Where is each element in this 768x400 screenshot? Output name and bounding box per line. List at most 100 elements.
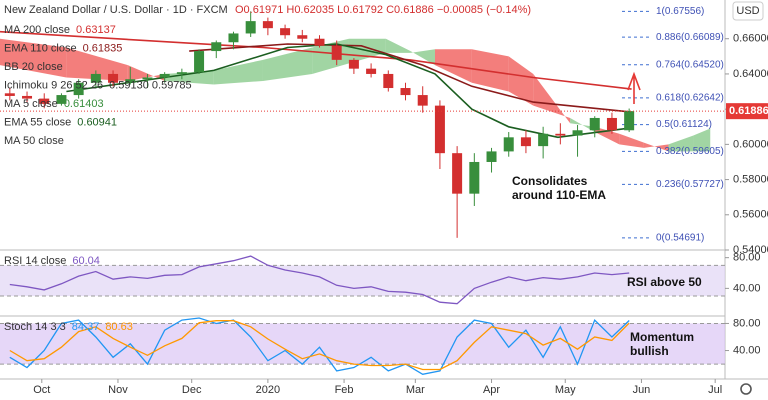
annotation: Consolidates bbox=[512, 174, 588, 188]
candle-body bbox=[572, 130, 583, 136]
candle-body bbox=[520, 137, 531, 147]
cloud-segment bbox=[619, 133, 644, 148]
candle-body bbox=[469, 161, 480, 194]
cloud-segment bbox=[508, 56, 534, 106]
settings-icon[interactable] bbox=[740, 383, 752, 395]
fib-label: 0.236(0.57727) bbox=[656, 179, 724, 190]
cloud-segment bbox=[213, 59, 263, 85]
moving-average bbox=[189, 43, 632, 113]
y-tick-label: 80.00 bbox=[733, 252, 761, 264]
candle-body bbox=[297, 35, 308, 39]
candle-body bbox=[555, 133, 566, 136]
candle-body bbox=[624, 111, 635, 131]
indicator-reading: 0.59130 0.59785 bbox=[109, 79, 192, 91]
x-tick-label: Mar bbox=[406, 384, 425, 396]
panel-reading: 60.04 bbox=[72, 255, 100, 267]
indicator-reading: 0.61835 bbox=[83, 42, 123, 54]
fib-label: 0.618(0.62642) bbox=[656, 92, 724, 103]
candle-body bbox=[211, 42, 222, 52]
panel-title: RSI 14 close bbox=[4, 255, 66, 267]
annotation: Momentum bbox=[630, 330, 694, 344]
candle-body bbox=[503, 137, 514, 152]
candle-body bbox=[486, 151, 497, 162]
y-tick-label: 40.00 bbox=[733, 344, 761, 356]
band bbox=[0, 265, 725, 297]
cloud-segment bbox=[668, 135, 694, 152]
candle-body bbox=[383, 73, 394, 89]
annotation: around 110-EMA bbox=[512, 188, 606, 202]
fib-label: 0.764(0.64520) bbox=[656, 59, 724, 70]
candle-body bbox=[73, 82, 84, 96]
currency-button[interactable] bbox=[732, 1, 764, 21]
indicator-line bbox=[9, 255, 630, 305]
candle-body bbox=[142, 77, 153, 80]
fib-label: 0.5(0.61124) bbox=[656, 119, 712, 130]
y-tick-label: 40.00 bbox=[733, 282, 761, 294]
cloud-segment bbox=[410, 49, 435, 66]
ohlc: O0.61971 H0.62035 L0.61792 C0.61886 −0.0… bbox=[235, 4, 531, 16]
x-tick-label: 2020 bbox=[256, 384, 280, 396]
cloud-segment bbox=[385, 38, 411, 53]
cloud-segment bbox=[471, 49, 509, 92]
x-tick-label: Apr bbox=[483, 384, 500, 396]
fib-label: 0.382(0.59605) bbox=[656, 146, 724, 157]
cloud-segment bbox=[127, 65, 165, 81]
candle-body bbox=[4, 93, 15, 96]
candle-body bbox=[314, 38, 325, 46]
cloud-segment bbox=[66, 47, 128, 81]
indicator-name: MA 200 close bbox=[4, 24, 70, 36]
indicator-reading: 0.61403 bbox=[64, 98, 104, 110]
indicator-name: MA 50 close bbox=[4, 135, 64, 147]
annotation: RSI above 50 bbox=[627, 275, 702, 289]
cloud-segment bbox=[643, 142, 669, 152]
cloud-segment bbox=[0, 38, 67, 78]
candle-body bbox=[400, 88, 411, 96]
candle-body bbox=[434, 105, 445, 154]
x-tick-label: Feb bbox=[335, 384, 354, 396]
cloud-segment bbox=[693, 128, 711, 152]
fib-label: 0.886(0.66089) bbox=[656, 32, 724, 43]
candle-body bbox=[90, 73, 101, 83]
indicator-name: BB 20 close bbox=[4, 61, 63, 73]
current-price-label: 0.61886 bbox=[729, 105, 768, 117]
candle-body bbox=[348, 59, 359, 69]
candle-body bbox=[589, 117, 600, 131]
x-tick-label: Dec bbox=[182, 384, 202, 396]
x-tick-label: Jun bbox=[633, 384, 651, 396]
indicator-name: EMA 55 close bbox=[4, 116, 71, 128]
candle-body bbox=[262, 21, 273, 29]
indicator-line bbox=[9, 317, 630, 375]
candle-body bbox=[606, 117, 617, 131]
indicator-reading: 0.60941 bbox=[77, 116, 117, 128]
candle-body bbox=[538, 133, 549, 147]
candle-body bbox=[366, 68, 377, 74]
x-tick-label: Nov bbox=[108, 384, 128, 396]
plot-area: 1(0.67556) 0.886(0.66089) 0.764(0.64520) 0.… bbox=[0, 6, 724, 243]
annotation: bullish bbox=[630, 344, 669, 358]
currency: USD bbox=[736, 5, 759, 17]
indicator-line bbox=[9, 320, 630, 371]
panel-title: Stoch 14 3 3 bbox=[4, 321, 66, 333]
indicator-reading: 0.63137 bbox=[76, 24, 116, 36]
symbol-title: New Zealand Dollar / U.S. Dollar · 1D · … bbox=[4, 4, 228, 16]
indicator-name: MA 5 close bbox=[4, 98, 58, 110]
up-arrow bbox=[627, 71, 641, 104]
cloud-segment bbox=[533, 73, 571, 124]
candle-body bbox=[228, 33, 239, 43]
cloud-segment bbox=[262, 47, 313, 81]
candle-body bbox=[417, 95, 428, 106]
candle-body bbox=[125, 79, 136, 83]
x-tick-label: Oct bbox=[33, 384, 50, 396]
candle-body bbox=[176, 72, 187, 74]
fib-label: 1(0.67556) bbox=[656, 6, 704, 17]
candle-body bbox=[108, 73, 119, 83]
panel-reading: 80.63 bbox=[105, 321, 133, 333]
candle-body bbox=[245, 21, 256, 34]
candle-body bbox=[194, 51, 205, 73]
candle-body bbox=[22, 95, 33, 99]
